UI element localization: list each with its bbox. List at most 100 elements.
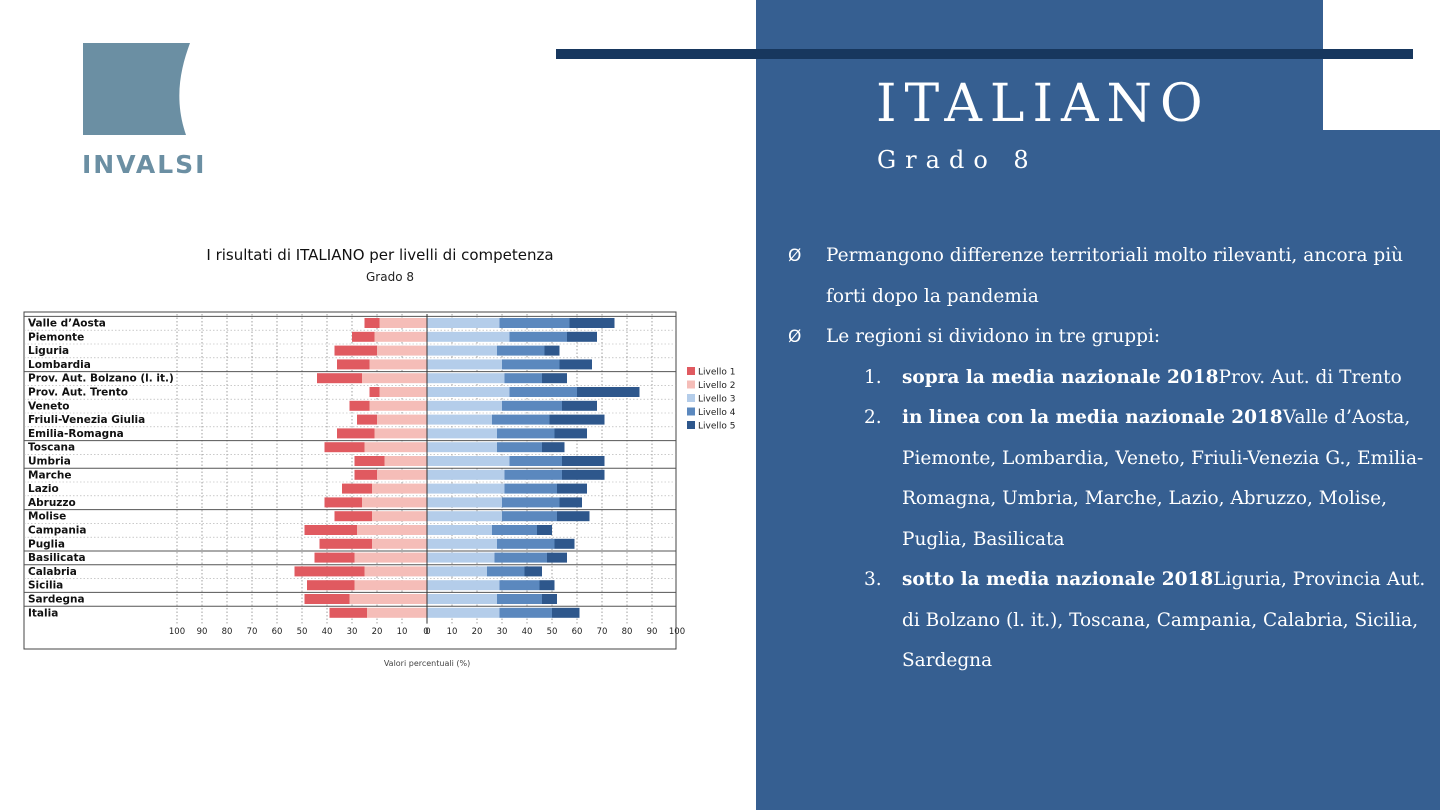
category-label: Sardegna [28,594,85,606]
group-number: 3. [864,569,882,590]
category-label: Italia [28,607,58,619]
bullet-item: Ø Le regioni si dividono in tre gruppi: [788,317,1428,358]
bar-livello-1 [364,318,380,328]
bar-livello-1 [352,331,375,342]
bar-livello-4 [492,525,537,535]
bar-livello-2 [362,373,427,384]
tick-label: 30 [497,627,508,637]
bar-livello-5 [537,525,552,535]
legend-label: Livello 5 [698,422,735,432]
tick-label: 100 [169,627,185,637]
category-label: Puglia [28,538,65,550]
tick-label: 100 [669,627,685,637]
page-title: ITALIANO [876,74,1211,134]
tick-label: 60 [572,627,583,637]
category-label: Lazio [28,483,59,495]
bar-livello-2 [364,442,427,453]
tick-label: 10 [397,627,408,637]
bar-livello-5 [554,428,587,439]
group-number: 1. [864,366,882,388]
bar-livello-1 [354,456,385,466]
bar-livello-4 [494,552,547,563]
bar-livello-2 [374,428,427,439]
bar-livello-1 [324,442,365,453]
tick-label: 80 [622,627,633,637]
bar-livello-5 [547,552,567,563]
invalsi-logo-icon [72,40,206,194]
bar-livello-1 [334,511,372,522]
bar-livello-2 [379,318,427,328]
bar-livello-2 [369,400,427,411]
bar-livello-4 [504,469,562,480]
bar-livello-3 [427,456,510,466]
bar-livello-1 [337,359,370,370]
group-heading: sopra la media nazionale 2018 [902,366,1219,388]
group-text: Liguria, Provincia Aut. di Bolzano (l. i… [902,569,1426,671]
bar-livello-2 [374,331,427,342]
bar-livello-2 [379,387,427,397]
bullet-item: Ø Permangono differenze territoriali mol… [788,236,1428,317]
bar-livello-2 [372,511,427,522]
category-label: Liguria [28,345,69,357]
group-heading: sotto la media nazionale 2018 [902,569,1214,590]
bar-livello-5 [542,373,567,384]
category-label: Basilicata [28,552,86,564]
bar-livello-3 [427,497,502,508]
category-label: Piemonte [28,331,84,343]
bar-livello-4 [502,400,562,411]
tick-label: 40 [322,627,333,637]
bar-livello-1 [334,345,377,356]
bar-livello-4 [499,580,540,591]
tick-label: 90 [647,627,658,637]
bar-livello-2 [354,552,427,563]
bar-livello-1 [337,428,375,439]
bar-livello-2 [384,456,427,466]
legend-swatch [687,394,695,402]
bar-livello-4 [509,331,567,342]
bar-livello-2 [377,414,427,425]
bar-livello-3 [427,607,500,618]
bar-livello-5 [539,580,555,591]
category-label: Prov. Aut. Trento [28,387,128,399]
bar-livello-3 [427,359,502,370]
bar-livello-3 [427,469,505,480]
bar-livello-4 [499,607,552,618]
page-subtitle: Grado 8 [877,146,1038,174]
bar-livello-5 [562,456,605,466]
bar-livello-4 [497,345,545,356]
bullet-text: Le regioni si dividono in tre gruppi: [826,326,1161,347]
bar-livello-5 [569,318,615,328]
bar-livello-3 [427,414,492,425]
group-text: Prov. Aut. di Trento [1218,366,1402,388]
bar-livello-5 [567,331,597,342]
bar-livello-4 [504,483,557,494]
bar-livello-4 [504,373,542,384]
bar-livello-4 [502,497,560,508]
bar-livello-2 [364,566,427,577]
category-label: Campania [28,525,87,537]
bar-livello-2 [369,359,427,370]
bar-livello-5 [559,359,592,370]
bar-livello-5 [549,414,605,425]
tick-label: 60 [272,627,283,637]
bar-livello-4 [497,538,555,549]
bullet-text: Permangono differenze territoriali molto… [826,245,1404,307]
legend-swatch [687,421,695,429]
category-label: Molise [28,511,66,523]
group-item: 1. sopra la media nazionale 2018Prov. Au… [788,358,1428,399]
bar-livello-3 [427,331,510,342]
bar-livello-5 [552,607,580,618]
category-label: Calabria [28,566,77,578]
category-label: Prov. Aut. Bolzano (l. it.) [28,373,174,385]
bar-livello-5 [557,483,587,494]
bar-livello-5 [542,442,565,453]
category-label: Abruzzo [28,497,76,509]
chart-subtitle: Grado 8 [366,270,414,284]
bar-livello-3 [427,552,495,563]
tick-label: 70 [247,627,258,637]
bar-livello-2 [349,594,427,604]
bar-livello-2 [367,607,427,618]
bar-livello-5 [577,387,640,397]
bar-livello-4 [502,359,560,370]
group-text: Valle d’Aosta, Piemonte, Lombardia, Vene… [902,407,1424,550]
